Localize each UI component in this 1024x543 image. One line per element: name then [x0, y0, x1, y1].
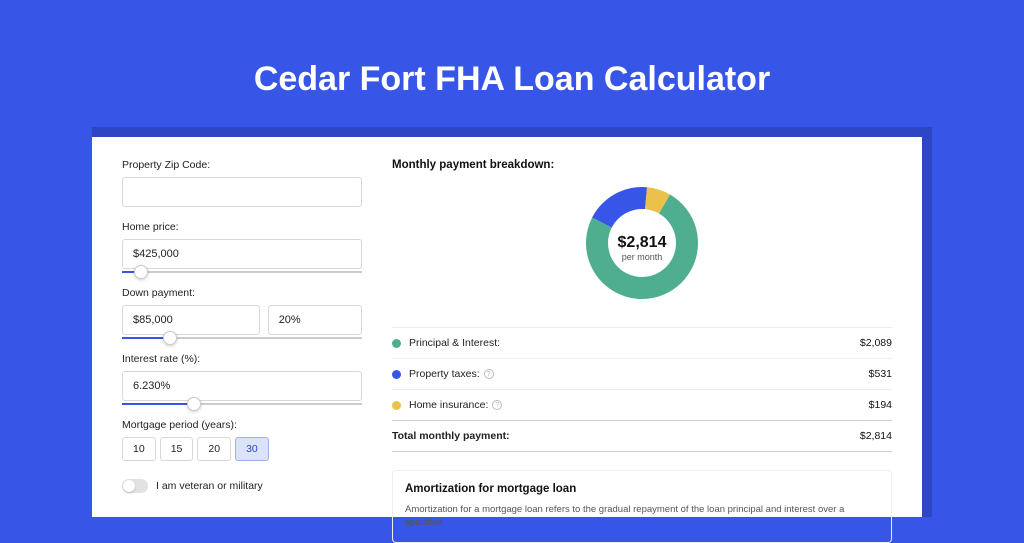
donut-amount: $2,814	[618, 234, 667, 252]
row-value: $531	[869, 368, 892, 380]
period-button-20[interactable]: 20	[197, 437, 231, 461]
total-row: Total monthly payment: $2,814	[392, 420, 892, 452]
interest-label: Interest rate (%):	[122, 353, 362, 365]
zip-label: Property Zip Code:	[122, 159, 362, 171]
page-title: Cedar Fort FHA Loan Calculator	[0, 60, 1024, 99]
period-button-10[interactable]: 10	[122, 437, 156, 461]
card-shadow: Property Zip Code: Home price: Down paym…	[92, 127, 932, 517]
veteran-toggle[interactable]	[122, 479, 148, 493]
down-payment-input[interactable]	[122, 305, 260, 335]
row-value: $2,089	[860, 337, 892, 349]
breakdown-title: Monthly payment breakdown:	[392, 159, 892, 171]
interest-slider[interactable]	[122, 403, 362, 405]
period-buttons: 10152030	[122, 437, 362, 461]
down-payment-slider[interactable]	[122, 337, 362, 339]
row-label: Principal & Interest:	[409, 337, 860, 349]
interest-input[interactable]	[122, 371, 362, 401]
color-swatch	[392, 401, 401, 410]
home-price-slider[interactable]	[122, 271, 362, 273]
form-panel: Property Zip Code: Home price: Down paym…	[122, 159, 362, 495]
down-payment-pct-input[interactable]	[268, 305, 362, 335]
amortization-text: Amortization for a mortgage loan refers …	[405, 503, 879, 530]
home-price-input[interactable]	[122, 239, 362, 269]
donut-chart: $2,814 per month	[392, 183, 892, 313]
breakdown-panel: Monthly payment breakdown: $2,814 per mo…	[392, 159, 892, 495]
down-payment-label: Down payment:	[122, 287, 362, 299]
color-swatch	[392, 370, 401, 379]
color-swatch	[392, 339, 401, 348]
zip-input[interactable]	[122, 177, 362, 207]
total-value: $2,814	[860, 430, 892, 442]
info-icon[interactable]: ?	[484, 369, 494, 379]
period-button-15[interactable]: 15	[160, 437, 194, 461]
breakdown-row: Property taxes: ?$531	[392, 358, 892, 389]
row-label: Home insurance: ?	[409, 399, 869, 411]
breakdown-row: Home insurance: ?$194	[392, 389, 892, 420]
donut-segment	[592, 187, 647, 228]
amortization-box: Amortization for mortgage loan Amortizat…	[392, 470, 892, 543]
veteran-label: I am veteran or military	[156, 480, 263, 492]
period-button-30[interactable]: 30	[235, 437, 269, 461]
donut-sub: per month	[618, 252, 667, 262]
home-price-label: Home price:	[122, 221, 362, 233]
info-icon[interactable]: ?	[492, 400, 502, 410]
row-label: Property taxes: ?	[409, 368, 869, 380]
total-label: Total monthly payment:	[392, 430, 860, 442]
period-label: Mortgage period (years):	[122, 419, 362, 431]
calculator-card: Property Zip Code: Home price: Down paym…	[92, 137, 922, 517]
breakdown-row: Principal & Interest: $2,089	[392, 327, 892, 358]
amortization-title: Amortization for mortgage loan	[405, 483, 879, 495]
row-value: $194	[869, 399, 892, 411]
